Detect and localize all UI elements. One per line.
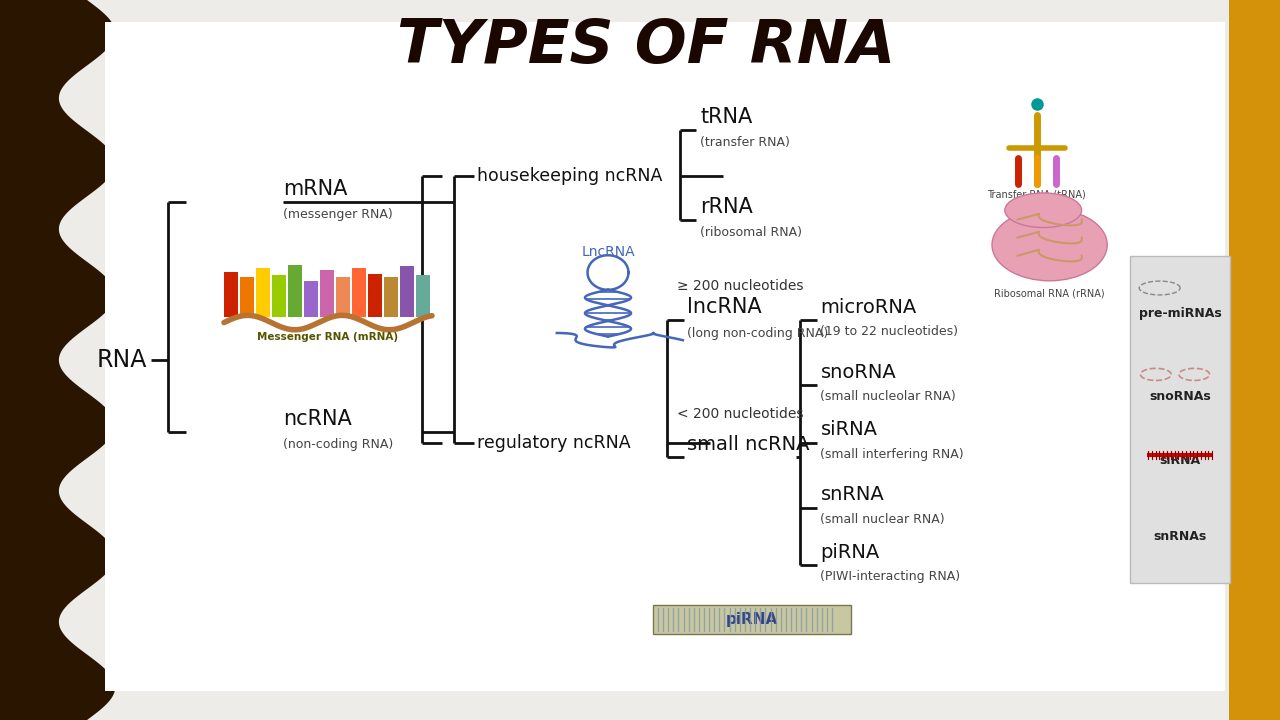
Bar: [416, 275, 430, 317]
Text: siRNA: siRNA: [1160, 454, 1201, 467]
Bar: [384, 277, 398, 317]
Bar: [335, 277, 349, 317]
Text: microRNA: microRNA: [820, 298, 916, 317]
Text: ncRNA: ncRNA: [283, 409, 352, 429]
Bar: [256, 268, 270, 317]
Text: tRNA: tRNA: [700, 107, 753, 127]
Bar: [1229, 0, 1280, 720]
Text: (messenger RNA): (messenger RNA): [283, 208, 393, 221]
Text: (transfer RNA): (transfer RNA): [700, 136, 790, 149]
Text: snRNA: snRNA: [820, 485, 884, 504]
Bar: [305, 281, 319, 317]
Text: TYPES OF RNA: TYPES OF RNA: [397, 17, 896, 76]
Text: (small interfering RNA): (small interfering RNA): [820, 448, 964, 461]
Text: (ribosomal RNA): (ribosomal RNA): [700, 226, 803, 239]
Text: (PIWI-interacting RNA): (PIWI-interacting RNA): [820, 570, 960, 583]
Bar: [352, 268, 366, 317]
Text: LncRNA: LncRNA: [581, 245, 635, 259]
Bar: [273, 275, 287, 317]
Text: Messenger RNA (mRNA): Messenger RNA (mRNA): [257, 332, 398, 342]
Text: snoRNAs: snoRNAs: [1149, 390, 1211, 402]
FancyBboxPatch shape: [1130, 256, 1230, 583]
Text: small ncRNA: small ncRNA: [687, 435, 810, 454]
Text: piRNA: piRNA: [726, 612, 778, 626]
Text: (small nucleolar RNA): (small nucleolar RNA): [820, 390, 956, 403]
Polygon shape: [0, 0, 115, 720]
Bar: [653, 605, 851, 634]
Bar: [105, 22, 1225, 691]
Text: (long non-coding RNA): (long non-coding RNA): [687, 327, 828, 340]
Text: (19 to 22 nucleotides): (19 to 22 nucleotides): [820, 325, 959, 338]
Ellipse shape: [1005, 193, 1082, 228]
Text: lncRNA: lncRNA: [687, 297, 762, 318]
Text: piRNA: piRNA: [820, 543, 879, 562]
Text: (small nuclear RNA): (small nuclear RNA): [820, 513, 945, 526]
Text: siRNA: siRNA: [820, 420, 878, 439]
Bar: [320, 270, 334, 317]
Text: housekeeping ncRNA: housekeeping ncRNA: [477, 167, 663, 185]
Bar: [399, 266, 415, 317]
Bar: [241, 277, 253, 317]
Text: pre-miRNAs: pre-miRNAs: [1139, 307, 1221, 320]
Text: regulatory ncRNA: regulatory ncRNA: [477, 433, 631, 452]
Text: Ribosomal RNA (rRNA): Ribosomal RNA (rRNA): [995, 289, 1105, 299]
Text: < 200 nucleotides: < 200 nucleotides: [677, 407, 804, 421]
Bar: [369, 274, 383, 317]
Text: rRNA: rRNA: [700, 197, 753, 217]
Text: mRNA: mRNA: [283, 179, 347, 199]
Text: RNA: RNA: [97, 348, 147, 372]
Bar: [288, 265, 302, 317]
Ellipse shape: [992, 209, 1107, 281]
Text: snoRNA: snoRNA: [820, 363, 896, 382]
Bar: [224, 272, 238, 317]
Text: (non-coding RNA): (non-coding RNA): [283, 438, 393, 451]
Text: ≥ 200 nucleotides: ≥ 200 nucleotides: [677, 279, 804, 293]
Text: snRNAs: snRNAs: [1153, 530, 1207, 543]
Text: Transfer RNA (tRNA): Transfer RNA (tRNA): [987, 189, 1087, 199]
